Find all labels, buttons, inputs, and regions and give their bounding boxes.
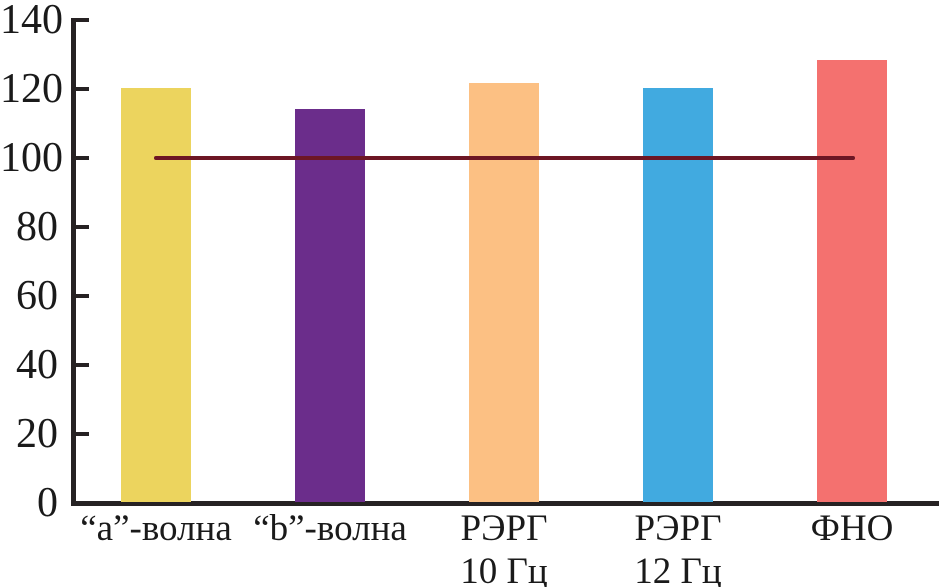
y-axis-tick bbox=[76, 294, 89, 298]
bar bbox=[295, 109, 365, 502]
y-axis-tick-label: 60 bbox=[16, 273, 58, 319]
bar bbox=[469, 83, 539, 502]
x-axis-label: РЭРГ 12 Гц bbox=[568, 507, 788, 587]
y-axis-tick-label: 40 bbox=[16, 342, 58, 388]
x-axis-label-line: 10 Гц bbox=[460, 551, 548, 587]
y-axis-tick bbox=[76, 156, 89, 160]
y-axis-tick-label: 0 bbox=[37, 480, 58, 526]
y-axis-tick bbox=[76, 225, 89, 229]
y-axis-line bbox=[71, 18, 76, 506]
y-axis-tick bbox=[76, 363, 89, 367]
y-axis-tick bbox=[76, 87, 89, 91]
bar bbox=[643, 88, 713, 502]
x-axis-label-line: “b”-волна bbox=[253, 508, 407, 549]
y-axis-tick-label: 80 bbox=[16, 204, 58, 250]
x-axis-label: “a”-волна bbox=[46, 507, 266, 550]
bar bbox=[121, 88, 191, 502]
x-axis-label-line: РЭРГ bbox=[460, 508, 548, 549]
y-axis-tick-label: 120 bbox=[0, 66, 63, 112]
y-axis-tick-label: 20 bbox=[16, 411, 58, 457]
x-axis-label-line: “a”-волна bbox=[80, 508, 232, 549]
bar bbox=[817, 60, 887, 502]
x-axis-label: “b”-волна bbox=[220, 507, 440, 550]
x-axis-label-line: РЭРГ bbox=[634, 508, 722, 549]
x-axis-label: ФНО bbox=[742, 507, 948, 550]
x-axis-label: РЭРГ 10 Гц bbox=[394, 507, 614, 587]
y-axis-tick-label: 100 bbox=[0, 135, 63, 181]
reference-line-100 bbox=[154, 156, 855, 160]
x-axis-label-line: 12 Гц bbox=[634, 551, 722, 587]
y-axis-tick bbox=[76, 432, 89, 436]
y-axis-tick-label: 140 bbox=[0, 0, 63, 43]
x-axis-line bbox=[71, 501, 939, 506]
x-axis-label-line: ФНО bbox=[810, 508, 894, 549]
y-axis-tick bbox=[76, 18, 89, 22]
